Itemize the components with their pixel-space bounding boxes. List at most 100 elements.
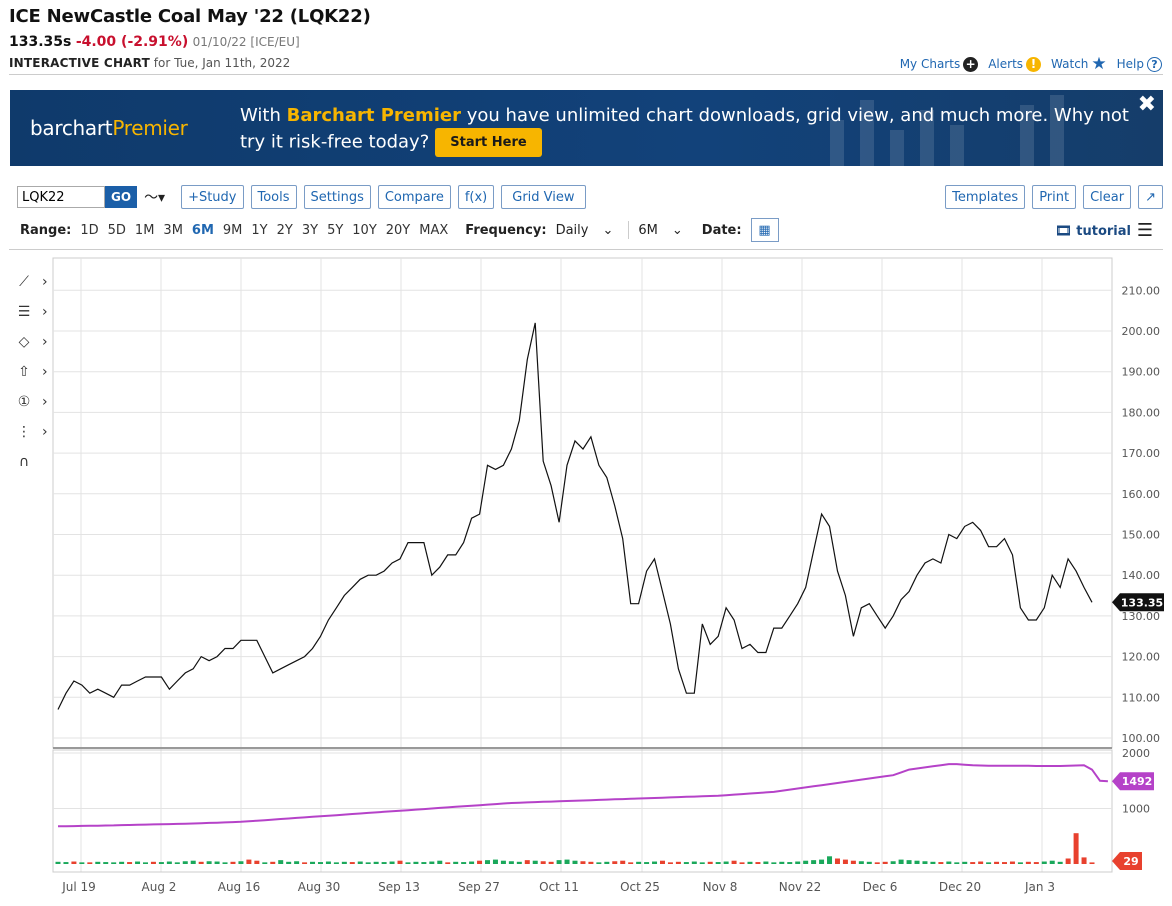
close-icon[interactable]: ✖	[1137, 92, 1156, 117]
calendar-icon[interactable]: ▦	[750, 218, 779, 242]
chart-toolbar: GO 〜▾ +Study Tools Settings Compare f(x)…	[17, 185, 586, 209]
shape-tool[interactable]: ◇ ›	[12, 327, 48, 357]
volume-bar	[270, 861, 276, 864]
volume-bar	[508, 861, 514, 864]
x-tick-label: Oct 25	[620, 880, 660, 894]
compare-button[interactable]: Compare	[377, 185, 451, 209]
grid-view-button[interactable]: Grid View	[501, 185, 586, 209]
volume-bar	[286, 861, 292, 864]
chart-label: INTERACTIVE CHART	[9, 56, 150, 70]
volume-bar	[652, 861, 658, 864]
range-option-2y[interactable]: 2Y	[276, 222, 293, 238]
clear-button[interactable]: Clear	[1083, 185, 1132, 209]
expand-icon[interactable]: ↗	[1138, 185, 1163, 209]
volume-bar	[302, 862, 308, 864]
volume-pane-frame	[52, 749, 1113, 873]
open-interest-tag	[1112, 772, 1154, 791]
volume-bar	[731, 860, 737, 864]
start-here-button[interactable]: Start Here	[435, 128, 542, 157]
print-button[interactable]: Print	[1032, 185, 1077, 209]
volume-bar	[405, 862, 411, 864]
range-option-9m[interactable]: 9M	[222, 222, 243, 238]
volume-bar	[254, 860, 260, 864]
volume-bar	[1002, 862, 1008, 864]
range-option-1m[interactable]: 1M	[134, 222, 155, 238]
range-option-5d[interactable]: 5D	[107, 222, 126, 238]
volume-bar	[373, 861, 379, 864]
price-series-line	[57, 322, 1093, 710]
volume-bar	[683, 862, 689, 864]
volume-bar	[795, 861, 801, 864]
tree-tool[interactable]: ⋮ ›	[12, 417, 48, 447]
volume-bar	[317, 862, 323, 864]
volume-bar	[771, 862, 777, 864]
my-charts-label: My Charts	[899, 57, 961, 71]
volume-bar	[1057, 861, 1063, 864]
range-option-5y[interactable]: 5Y	[327, 222, 344, 238]
range-option-max[interactable]: MAX	[419, 222, 449, 238]
hamburger-menu-icon[interactable]: ☰	[1136, 220, 1153, 241]
range-option-3y[interactable]: 3Y	[301, 222, 319, 238]
volume-bar	[397, 860, 403, 864]
volume-bar	[978, 861, 984, 864]
volume-bar	[111, 862, 117, 864]
range-option-1d[interactable]: 1D	[80, 222, 99, 238]
volume-bar	[986, 862, 992, 864]
exclamation-icon: !	[1026, 56, 1042, 72]
range-option-20y[interactable]: 20Y	[385, 222, 411, 238]
volume-bar	[922, 861, 928, 864]
trendline-icon: ⟋	[19, 274, 29, 290]
settings-button[interactable]: Settings	[303, 185, 371, 209]
tools-button[interactable]: Tools	[250, 185, 297, 209]
x-tick-label: Nov 8	[703, 880, 738, 894]
volume-bar	[222, 862, 228, 864]
study-button[interactable]: +Study	[181, 185, 244, 209]
frequency-select[interactable]: Daily ⌄	[556, 223, 614, 238]
alerts-link[interactable]: Alerts!	[988, 56, 1042, 72]
volume-bar	[548, 861, 554, 864]
x-tick-label: Nov 22	[779, 880, 822, 894]
volume-tag-label: 29	[1123, 855, 1138, 868]
banner-msg-b: you have unlimited chart downloads, grid…	[240, 105, 1129, 153]
volume-bar	[667, 862, 673, 864]
y-tick-label: 190.00	[1122, 366, 1161, 379]
symbol-input[interactable]	[17, 186, 105, 208]
volume-bar	[659, 860, 665, 864]
watch-link[interactable]: Watch ★	[1051, 54, 1107, 74]
chevron-right-icon: ›	[42, 364, 48, 380]
logo-text: barchart	[30, 116, 113, 140]
volume-bar	[230, 861, 236, 864]
help-link[interactable]: Help?	[1117, 56, 1162, 72]
range-option-10y[interactable]: 10Y	[352, 222, 377, 238]
volume-bar	[747, 861, 753, 864]
period-select[interactable]: 6M ⌄	[638, 223, 682, 238]
label-tool[interactable]: ① ›	[12, 387, 48, 417]
date-label: Date:	[701, 222, 742, 238]
tutorial-link[interactable]: 🎞 tutorial	[1055, 224, 1131, 239]
volume-bar	[723, 861, 729, 864]
fx-button[interactable]: f(x)	[457, 185, 495, 209]
fib-tool[interactable]: ☰ ›	[12, 297, 48, 327]
go-button[interactable]: GO	[105, 186, 138, 208]
volume-bar	[644, 862, 650, 864]
volume-bar	[174, 862, 180, 864]
alerts-label: Alerts	[988, 57, 1024, 71]
volume-bar	[874, 862, 880, 864]
range-option-3m[interactable]: 3M	[163, 222, 183, 238]
volume-bar	[763, 861, 769, 864]
arrow-tool[interactable]: ⇧ ›	[12, 357, 48, 387]
x-tick-label: Aug 2	[142, 880, 177, 894]
my-charts-link[interactable]: My Charts +	[899, 56, 979, 72]
volume-bar	[150, 861, 156, 864]
y-tick-label: 110.00	[1122, 691, 1161, 704]
templates-button[interactable]: Templates	[945, 185, 1026, 209]
volume-bar	[310, 861, 316, 864]
magnet-tool[interactable]: ∩	[12, 447, 48, 477]
line-tool[interactable]: ⟋ ›	[12, 267, 48, 297]
volume-bar	[485, 860, 491, 864]
chart-type-icon[interactable]: 〜▾	[144, 190, 166, 206]
range-option-6m[interactable]: 6M	[191, 222, 214, 238]
arrow-up-icon: ⇧	[18, 364, 30, 380]
range-option-1y[interactable]: 1Y	[251, 222, 268, 238]
volume-bar	[882, 861, 888, 864]
